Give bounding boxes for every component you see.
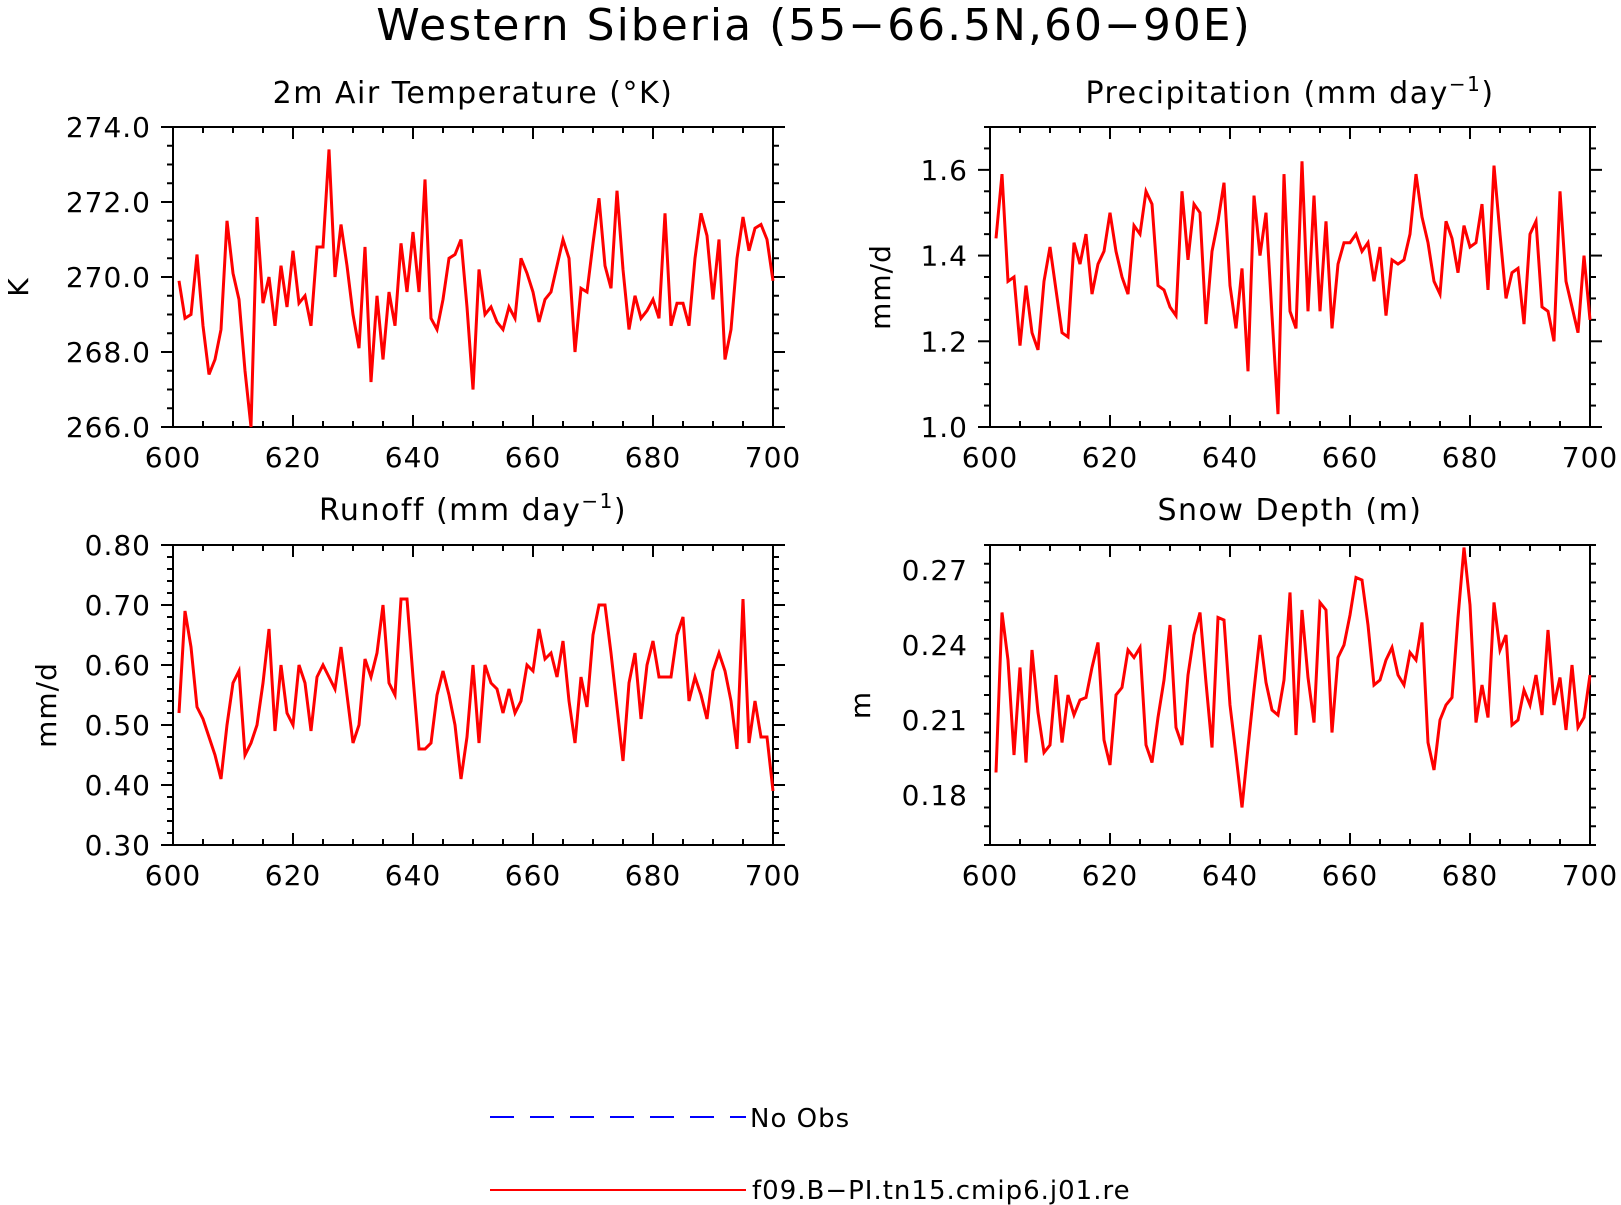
snow-depth-ylabel: m: [844, 691, 877, 719]
legend-label-model: f09.B−PI.tn15.cmip6.j01.re: [752, 1176, 1131, 1205]
air-temperature-xtick-label: 600: [145, 441, 201, 474]
snow-depth-xtick-label: 680: [1442, 859, 1498, 892]
panel-precipitation: Precipitation (mm day−1) mm/d 600 620 640 660…: [864, 72, 1618, 474]
air-temperature-title: 2m Air Temperature (°K): [273, 76, 674, 111]
snow-depth-title-text: Snow Depth (m): [1157, 493, 1422, 528]
panel-air-temperature: 2m Air Temperature (°K) K 600 620 640 660 680 7…: [2, 76, 801, 474]
snow-depth-ytick-label: 0.18: [902, 779, 968, 812]
air-temperature-ylabel: K: [2, 277, 35, 296]
snow-depth-xtick-label: 640: [1202, 859, 1258, 892]
runoff-xtick-label: 600: [145, 859, 201, 892]
air-temperature-ytick-label: 270.0: [66, 261, 151, 294]
precipitation-ylabel: mm/d: [864, 244, 897, 330]
snow-depth-ytick-label: 0.24: [902, 629, 968, 662]
precipitation-xtick-label: 640: [1202, 441, 1258, 474]
legend: No Obs f09.B−PI.tn15.cmip6.j01.re: [490, 1104, 1131, 1205]
legend-label-no-obs: No Obs: [750, 1104, 850, 1134]
runoff-title: Runoff (mm day−1): [319, 489, 627, 528]
runoff-plot-frame: [172, 544, 774, 846]
runoff-xtick-label: 620: [265, 859, 321, 892]
runoff-ytick-label: 0.70: [85, 589, 151, 622]
panel-snow-depth: Snow Depth (m) m 600 620 640 660 680 700 0.18 0.2…: [844, 493, 1618, 892]
precipitation-title-text: Precipitation (mm day: [1085, 76, 1448, 111]
precipitation-ytick-label: 1.2: [920, 325, 968, 358]
air-temperature-ytick-label: 272.0: [66, 186, 151, 219]
precipitation-ytick-label: 1.4: [920, 240, 968, 273]
precipitation-xtick-label: 680: [1442, 441, 1498, 474]
runoff-title-end: ): [614, 493, 627, 528]
runoff-ylabel: mm/d: [30, 662, 63, 748]
precipitation-xtick-label: 620: [1082, 441, 1138, 474]
snow-depth-series-line: [994, 547, 1592, 808]
air-temperature-title-text: 2m Air Temperature (°K): [273, 76, 674, 111]
figure-title: Western Siberia (55−66.5N,60−90E): [376, 0, 1252, 51]
precipitation-ytick-label: 1.0: [920, 411, 968, 444]
runoff-title-text: Runoff (mm day: [319, 493, 581, 528]
runoff-title-superscript: −1: [581, 489, 613, 513]
runoff-xtick-label: 700: [745, 859, 801, 892]
air-temperature-xtick-label: 700: [745, 441, 801, 474]
precipitation-title-end: ): [1481, 76, 1494, 111]
snow-depth-ytick-label: 0.21: [902, 704, 968, 737]
precipitation-xtick-label: 660: [1322, 441, 1378, 474]
precipitation-xtick-label: 700: [1562, 441, 1618, 474]
snow-depth-xtick-label: 700: [1562, 859, 1618, 892]
runoff-series-line: [177, 597, 775, 792]
snow-depth-xtick-label: 620: [1082, 859, 1138, 892]
runoff-ytick-label: 0.40: [85, 769, 151, 802]
precipitation-xtick-label: 600: [962, 441, 1018, 474]
runoff-ytick-label: 0.50: [85, 709, 151, 742]
air-temperature-ytick-label: 268.0: [66, 336, 151, 369]
runoff-xtick-label: 640: [385, 859, 441, 892]
runoff-xtick-label: 660: [505, 859, 561, 892]
runoff-xtick-label: 680: [625, 859, 681, 892]
precipitation-series-line: [994, 161, 1592, 415]
snow-depth-plot-frame: [989, 544, 1591, 846]
air-temperature-ytick-label: 274.0: [66, 111, 151, 144]
air-temperature-xtick-label: 640: [385, 441, 441, 474]
runoff-ytick-label: 0.60: [85, 649, 151, 682]
precipitation-title-superscript: −1: [1449, 72, 1481, 96]
snow-depth-xtick-label: 660: [1322, 859, 1378, 892]
air-temperature-ytick-label: 266.0: [66, 411, 151, 444]
snow-depth-xtick-label: 600: [962, 859, 1018, 892]
runoff-ytick-label: 0.80: [85, 529, 151, 562]
precipitation-title: Precipitation (mm day−1): [1085, 72, 1494, 111]
snow-depth-ytick-label: 0.27: [902, 554, 968, 587]
air-temperature-series-line: [177, 149, 775, 428]
air-temperature-xtick-label: 680: [625, 441, 681, 474]
runoff-ytick-label: 0.30: [85, 829, 151, 862]
panel-runoff: Runoff (mm day−1) mm/d 600 620 640 660 680 700 0…: [30, 489, 801, 892]
snow-depth-title: Snow Depth (m): [1157, 493, 1422, 528]
air-temperature-xtick-label: 660: [505, 441, 561, 474]
air-temperature-xtick-label: 620: [265, 441, 321, 474]
precipitation-ytick-label: 1.6: [920, 154, 968, 187]
